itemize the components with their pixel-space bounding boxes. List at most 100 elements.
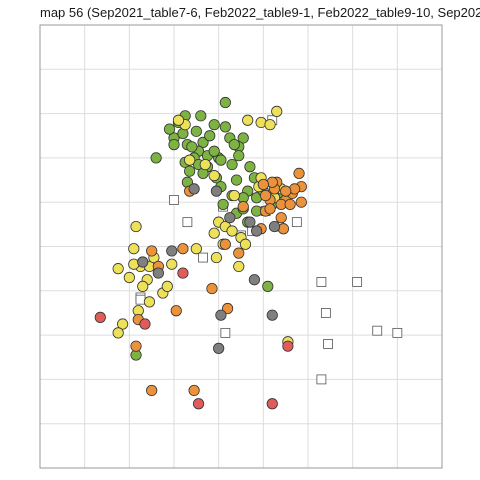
data-point-yellow bbox=[264, 119, 276, 131]
data-point-orange bbox=[130, 340, 142, 352]
data-point-red bbox=[139, 318, 151, 330]
data-point-yellow bbox=[208, 170, 220, 182]
data-point-yellow bbox=[172, 114, 185, 126]
data-point-orange bbox=[206, 282, 218, 295]
data-point-orange bbox=[264, 203, 276, 215]
data-point-orange bbox=[170, 305, 182, 317]
data-point-gray bbox=[166, 245, 178, 257]
data-point-orange bbox=[146, 384, 158, 397]
data-point-yellow bbox=[228, 189, 240, 202]
data-point-yellow bbox=[137, 280, 149, 292]
data-point-green bbox=[215, 154, 227, 166]
data-point-yellow bbox=[112, 327, 124, 339]
data-point-green bbox=[226, 158, 238, 171]
data-point-orange bbox=[293, 167, 305, 180]
data-point-square bbox=[323, 339, 334, 349]
data-point-yellow bbox=[143, 296, 156, 308]
data-point-red bbox=[282, 340, 294, 352]
data-point-square bbox=[135, 294, 146, 305]
data-point-yellow bbox=[226, 225, 238, 237]
data-point-yellow bbox=[208, 227, 220, 239]
data-point-square bbox=[220, 327, 231, 338]
data-point-gray bbox=[251, 225, 263, 237]
data-point-gray bbox=[244, 216, 256, 228]
data-point-yellow bbox=[112, 263, 124, 275]
data-point-green bbox=[244, 161, 256, 173]
data-point-gray bbox=[188, 183, 200, 195]
data-point-green bbox=[262, 280, 274, 292]
data-point-gray bbox=[266, 309, 278, 321]
data-point-green bbox=[204, 130, 216, 142]
data-point-yellow bbox=[190, 243, 202, 255]
data-point-gray bbox=[268, 220, 281, 233]
data-point-gray bbox=[215, 309, 227, 321]
data-point-orange bbox=[284, 198, 296, 211]
data-point-yellow bbox=[239, 238, 252, 250]
data-points bbox=[94, 96, 403, 410]
data-point-green bbox=[190, 125, 202, 137]
data-point-green bbox=[150, 152, 162, 164]
data-point-square bbox=[320, 308, 331, 318]
data-point-yellow bbox=[184, 154, 196, 166]
data-point-yellow bbox=[210, 251, 223, 264]
data-point-square bbox=[169, 195, 179, 205]
data-point-yellow bbox=[130, 220, 142, 233]
data-point-green bbox=[237, 132, 249, 144]
data-point-orange bbox=[219, 238, 231, 250]
data-point-orange bbox=[177, 243, 189, 255]
data-point-green bbox=[184, 165, 196, 177]
data-point-red bbox=[177, 267, 189, 279]
data-point-orange bbox=[275, 212, 287, 224]
data-point-square bbox=[316, 277, 327, 287]
data-point-orange bbox=[259, 189, 272, 202]
data-point-orange bbox=[146, 245, 158, 257]
data-point-square bbox=[182, 217, 193, 228]
data-point-yellow bbox=[271, 105, 283, 117]
data-point-green bbox=[197, 136, 209, 148]
data-point-green bbox=[208, 119, 220, 131]
data-point-green bbox=[228, 139, 240, 151]
data-point-green bbox=[168, 139, 180, 151]
data-point-square bbox=[392, 327, 403, 338]
data-point-orange bbox=[257, 178, 269, 191]
data-point-red bbox=[192, 398, 205, 410]
data-point-green bbox=[163, 123, 176, 135]
data-point-gray bbox=[213, 342, 225, 354]
data-point-yellow bbox=[242, 114, 254, 126]
data-point-yellow bbox=[123, 271, 135, 284]
data-point-orange bbox=[188, 384, 200, 397]
data-point-orange bbox=[295, 196, 307, 208]
data-point-green bbox=[186, 141, 198, 153]
data-point-orange bbox=[237, 201, 249, 213]
data-point-square bbox=[352, 277, 363, 287]
data-point-yellow bbox=[128, 243, 140, 255]
data-point-orange bbox=[233, 247, 245, 259]
data-point-green bbox=[208, 145, 220, 157]
data-point-green bbox=[230, 174, 243, 186]
data-point-yellow bbox=[233, 260, 245, 273]
chart-title: map 56 (Sep2021_table7-6, Feb2022_table9… bbox=[40, 5, 480, 20]
data-point-green bbox=[219, 96, 231, 109]
data-point-red bbox=[94, 311, 106, 323]
data-point-green bbox=[233, 150, 245, 162]
data-point-gray bbox=[210, 185, 223, 197]
data-point-gray bbox=[137, 256, 149, 268]
data-point-square bbox=[291, 217, 302, 228]
data-point-yellow bbox=[117, 318, 129, 330]
data-point-yellow bbox=[199, 158, 211, 171]
data-point-gray bbox=[224, 212, 236, 224]
data-point-red bbox=[266, 398, 278, 410]
data-point-gray bbox=[152, 267, 164, 279]
data-point-yellow bbox=[166, 258, 178, 270]
data-point-green bbox=[217, 198, 229, 211]
data-point-green bbox=[195, 110, 207, 122]
data-point-orange bbox=[222, 302, 234, 315]
data-point-orange bbox=[280, 185, 292, 197]
data-point-yellow bbox=[161, 280, 173, 292]
data-point-square bbox=[316, 374, 327, 385]
data-point-gray bbox=[248, 274, 260, 286]
panel-border bbox=[39, 24, 443, 469]
data-point-square bbox=[372, 325, 383, 336]
